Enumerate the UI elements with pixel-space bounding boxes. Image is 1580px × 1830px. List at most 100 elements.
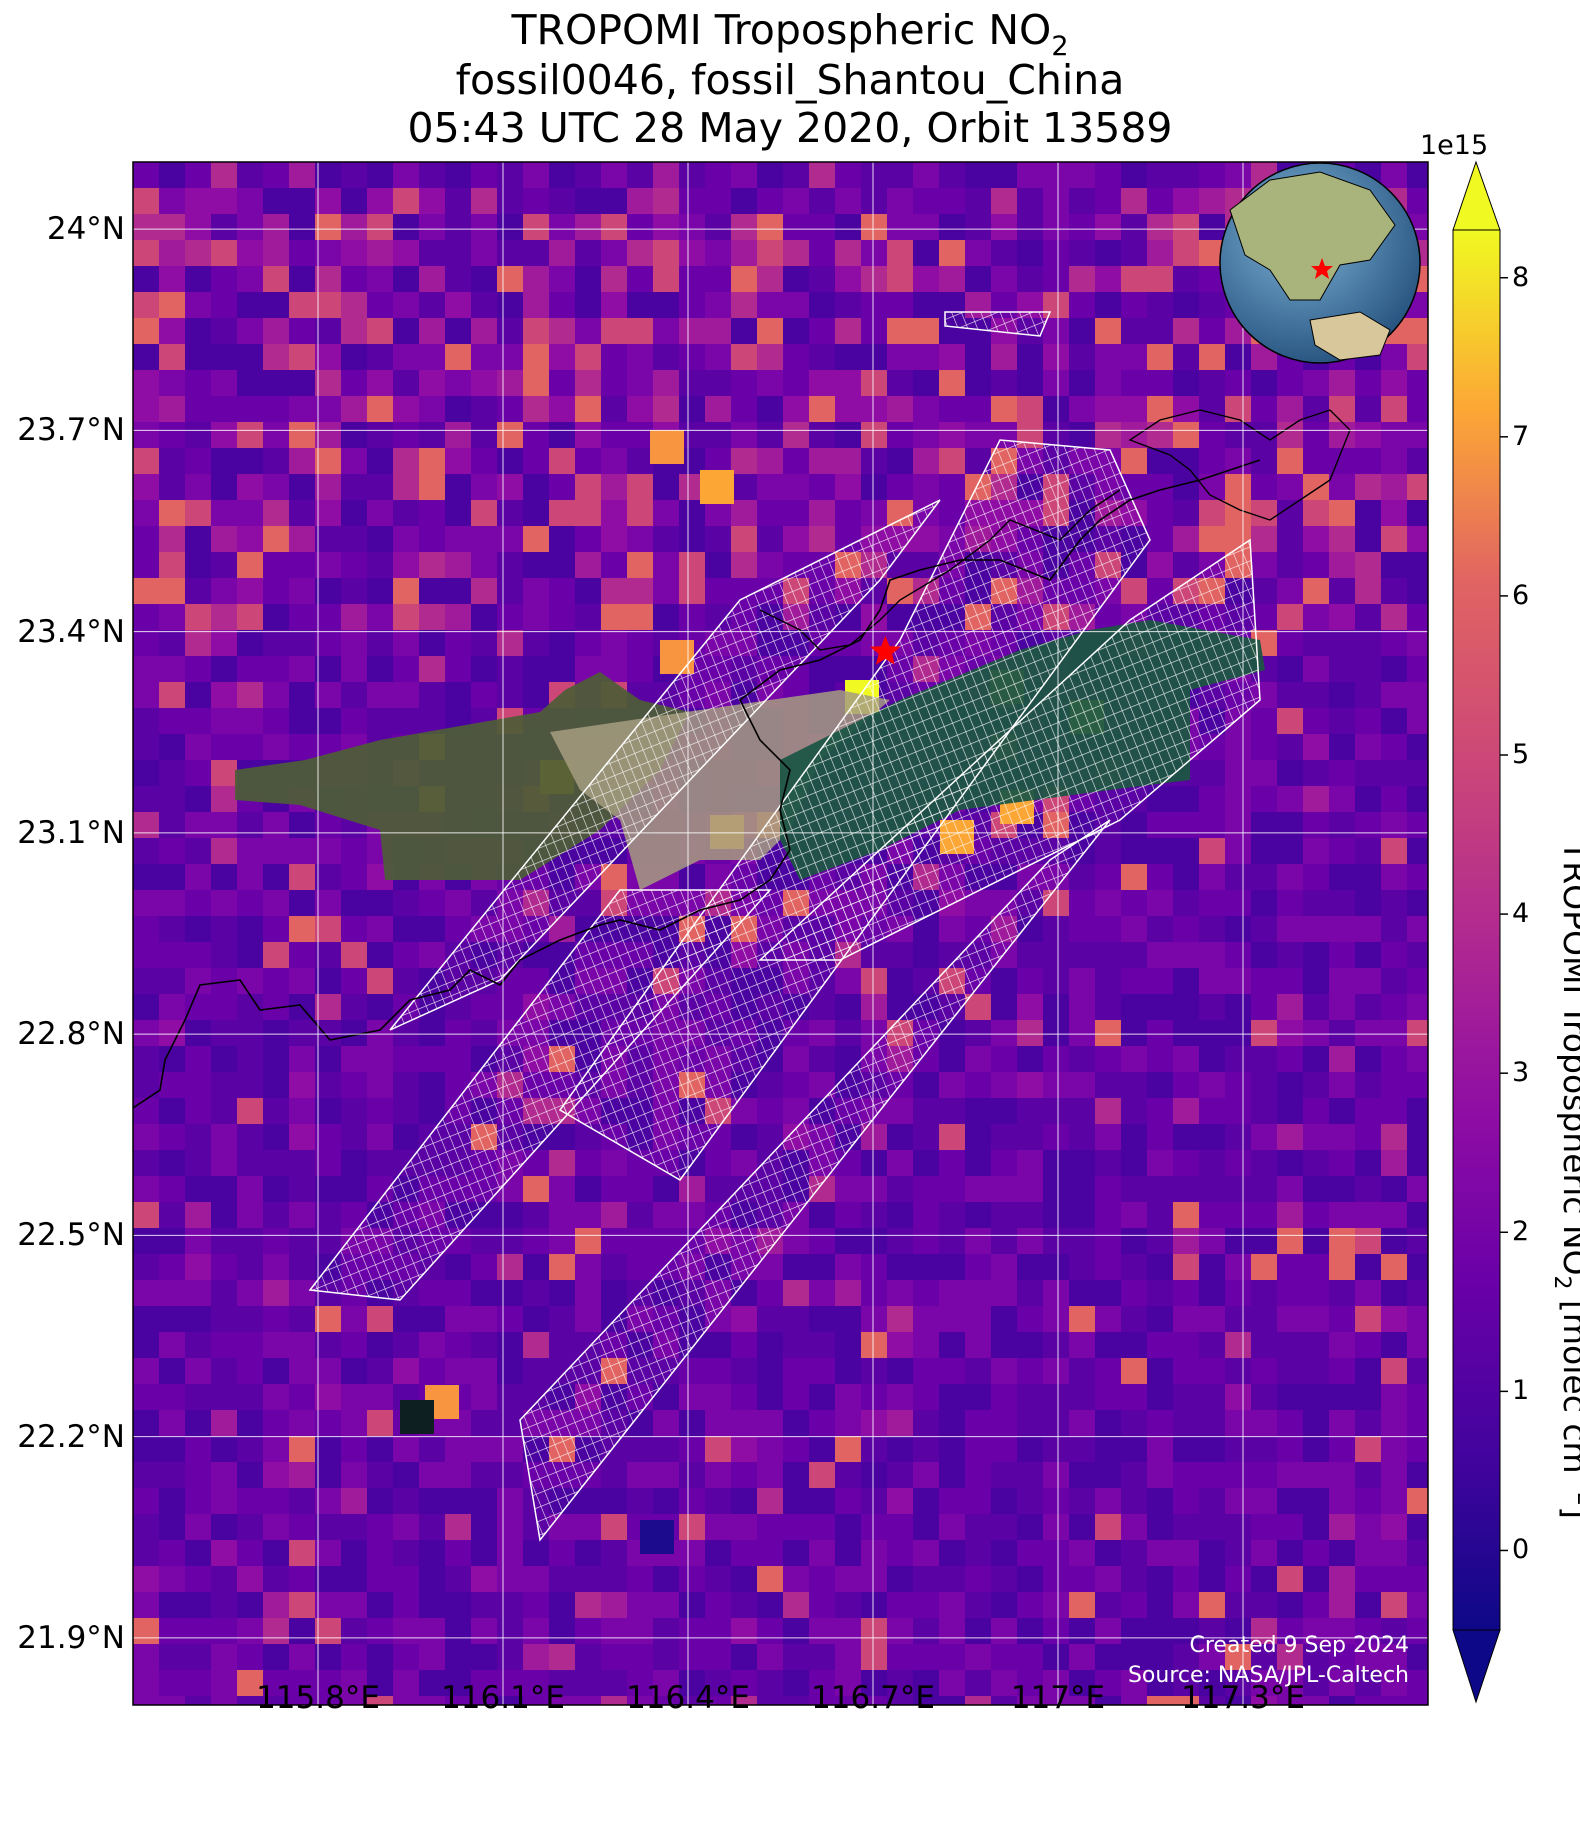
no2-pixel	[835, 1020, 862, 1047]
no2-pixel	[809, 396, 836, 423]
no2-pixel	[523, 344, 550, 371]
no2-pixel	[601, 526, 628, 553]
no2-pixel	[1381, 1644, 1408, 1671]
no2-pixel	[341, 526, 368, 553]
no2-pixel	[1329, 1306, 1356, 1333]
swath-small	[944, 311, 1052, 337]
no2-pixel	[133, 552, 160, 579]
no2-pixel	[1225, 1072, 1252, 1099]
no2-pixel	[393, 370, 420, 397]
no2-pixel	[1043, 396, 1070, 423]
no2-pixel	[315, 864, 342, 891]
no2-pixel	[1173, 448, 1200, 475]
no2-pixel	[913, 1384, 940, 1411]
no2-pixel	[1225, 734, 1252, 761]
no2-pixel	[1095, 1566, 1122, 1593]
no2-pixel	[601, 1488, 628, 1515]
no2-pixel	[1069, 1384, 1096, 1411]
no2-pixel	[653, 1176, 680, 1203]
no2-pixel	[757, 1618, 784, 1645]
no2-pixel	[731, 552, 758, 579]
no2-pixel	[133, 1020, 160, 1047]
no2-pixel	[1303, 526, 1330, 553]
no2-pixel	[835, 1644, 862, 1671]
no2-pixel	[445, 1462, 472, 1489]
no2-pixel	[237, 1228, 264, 1255]
no2-pixel	[159, 968, 186, 995]
no2-pixel	[1355, 942, 1382, 969]
no2-pixel	[705, 578, 732, 605]
no2-pixel	[1147, 266, 1174, 293]
no2-pixel	[1355, 1462, 1382, 1489]
no2-pixel	[1121, 318, 1148, 345]
no2-pixel	[315, 1332, 342, 1359]
no2-pixel	[991, 1618, 1018, 1645]
no2-pixel	[367, 1514, 394, 1541]
no2-pixel	[497, 1202, 524, 1229]
no2-pixel	[1069, 240, 1096, 267]
latitude-label: 22.2°N	[17, 1418, 125, 1455]
no2-pixel	[1225, 162, 1252, 189]
no2-pixel	[263, 682, 290, 709]
no2-pixel	[731, 1488, 758, 1515]
no2-pixel	[315, 1150, 342, 1177]
no2-pixel	[1355, 838, 1382, 865]
no2-pixel	[237, 864, 264, 891]
no2-pixel	[133, 942, 160, 969]
no2-pixel	[679, 1202, 706, 1229]
no2-pixel	[289, 968, 316, 995]
no2-pixel	[341, 1462, 368, 1489]
no2-pixel	[419, 370, 446, 397]
no2-pixel	[1355, 552, 1382, 579]
no2-pixel	[211, 890, 238, 917]
no2-pixel	[523, 292, 550, 319]
no2-pixel	[601, 1670, 628, 1697]
no2-pixel	[601, 1644, 628, 1671]
no2-pixel	[159, 552, 186, 579]
no2-pixel	[133, 994, 160, 1021]
no2-pixel	[445, 1332, 472, 1359]
no2-pixel	[1355, 1410, 1382, 1437]
no2-pixel	[575, 1150, 602, 1177]
no2-pixel	[549, 344, 576, 371]
no2-pixel	[159, 422, 186, 449]
no2-pixel	[1329, 396, 1356, 423]
no2-pixel	[965, 422, 992, 449]
no2-pixel	[731, 318, 758, 345]
no2-pixel	[913, 240, 940, 267]
no2-pixel	[393, 552, 420, 579]
no2-pixel	[1381, 890, 1408, 917]
no2-pixel	[627, 1670, 654, 1697]
no2-pixel	[1199, 760, 1226, 787]
no2-pixel	[159, 890, 186, 917]
no2-pixel	[1017, 240, 1044, 267]
no2-pixel	[965, 1384, 992, 1411]
no2-pixel	[237, 162, 264, 189]
no2-pixel	[1147, 188, 1174, 215]
no2-pixel	[1017, 1254, 1044, 1281]
no2-pixel	[1173, 1618, 1200, 1645]
no2-pixel	[1043, 1124, 1070, 1151]
no2-pixel	[341, 162, 368, 189]
no2-pixel	[237, 604, 264, 631]
no2-pixel	[705, 1566, 732, 1593]
no2-pixel	[575, 1566, 602, 1593]
no2-pixel	[1277, 682, 1304, 709]
no2-pixel	[211, 942, 238, 969]
no2-pixel	[159, 474, 186, 501]
no2-pixel	[1381, 1254, 1408, 1281]
no2-pixel	[497, 1228, 524, 1255]
no2-pixel	[393, 1540, 420, 1567]
no2-pixel	[263, 552, 290, 579]
no2-pixel	[523, 1644, 550, 1671]
no2-pixel	[1121, 1072, 1148, 1099]
no2-pixel	[1199, 1228, 1226, 1255]
no2-pixel	[237, 1540, 264, 1567]
no2-pixel	[185, 1332, 212, 1359]
no2-pixel	[1043, 1488, 1070, 1515]
no2-pixel	[133, 1566, 160, 1593]
no2-pixel	[757, 266, 784, 293]
no2-pixel	[523, 552, 550, 579]
no2-pixel	[1407, 968, 1428, 995]
no2-pixel	[393, 1306, 420, 1333]
